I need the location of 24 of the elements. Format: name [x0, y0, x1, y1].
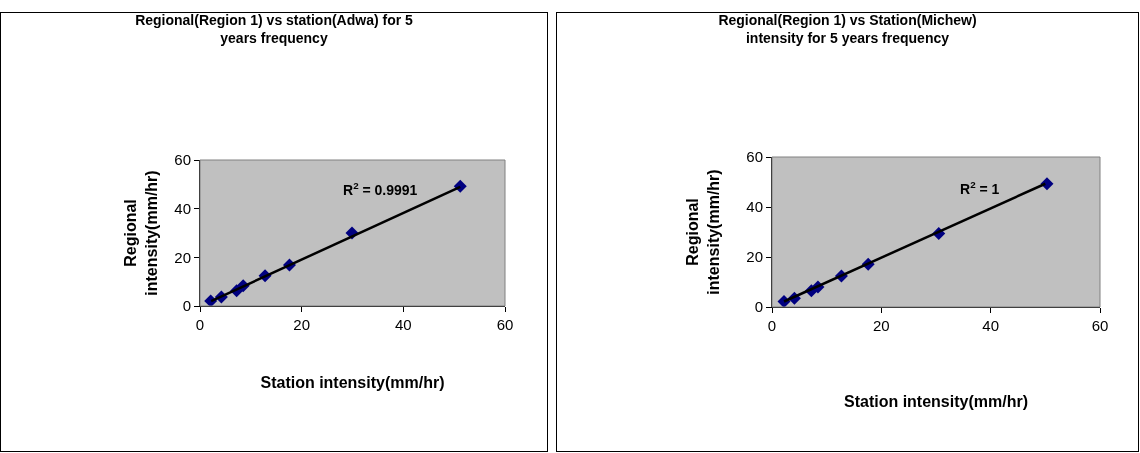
chart-title: Regional(Region 1) vs Station(Michew) intensity for 5 years frequency: [718, 12, 977, 47]
y-tick-label: 40: [174, 199, 191, 217]
y-tick-label: 0: [182, 297, 191, 315]
y-tick-label: 60: [174, 151, 191, 169]
x-tick-label: 60: [1091, 317, 1109, 334]
y-tick-label: 20: [746, 248, 763, 266]
x-tick-label: 0: [767, 317, 777, 334]
y-tick-label: 20: [174, 248, 191, 266]
annotation: R$^{2}$ = 0.9991: [343, 180, 418, 198]
y-tick-label: 40: [746, 198, 763, 216]
chart-title: Regional(Region 1) vs station(Adwa) for 5 years frequency: [135, 12, 414, 47]
x-axis-title: Station intensity(mm/hr): [260, 373, 445, 391]
y-tick-label: 0: [754, 298, 763, 316]
x-tick-label: 60: [496, 316, 514, 333]
x-tick-label: 40: [394, 316, 412, 333]
x-tick-label: 40: [982, 317, 1000, 334]
y-axis-title: Regional intensity(mm/hr): [122, 170, 161, 296]
x-tick-label: 0: [195, 316, 205, 333]
x-tick-label: 20: [872, 317, 890, 334]
y-axis-title: Regional intensity(mm/hr): [684, 169, 723, 295]
x-axis-title: Station intensity(mm/hr): [843, 392, 1029, 410]
x-tick-label: 20: [293, 316, 311, 333]
annotation: R$^{2}$ = 1: [960, 179, 1000, 197]
y-tick-label: 60: [746, 148, 763, 166]
